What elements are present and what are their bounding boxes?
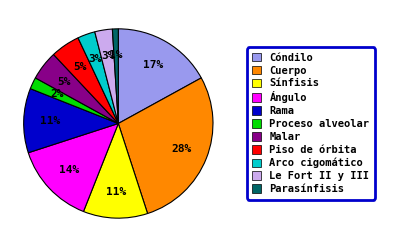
- Text: 14%: 14%: [58, 165, 79, 175]
- Wedge shape: [53, 38, 118, 123]
- Wedge shape: [95, 29, 118, 124]
- Wedge shape: [30, 78, 118, 124]
- Wedge shape: [28, 124, 118, 211]
- Wedge shape: [78, 32, 118, 124]
- Text: 11%: 11%: [106, 187, 126, 197]
- Wedge shape: [35, 55, 118, 124]
- Text: 28%: 28%: [171, 144, 192, 154]
- Wedge shape: [118, 78, 213, 213]
- Text: 3%: 3%: [89, 54, 102, 64]
- Wedge shape: [112, 29, 118, 124]
- Text: 5%: 5%: [73, 62, 87, 72]
- Wedge shape: [118, 29, 201, 124]
- Text: 5%: 5%: [58, 77, 71, 87]
- Text: 17%: 17%: [143, 60, 163, 70]
- Wedge shape: [84, 124, 148, 218]
- Text: 11%: 11%: [40, 116, 60, 126]
- Text: 2%: 2%: [50, 89, 63, 100]
- Legend: Cóndilo, Cuerpo, Sínfisis, Ángulo, Rama, Proceso alveolar, Malar, Piso de órbita: Cóndilo, Cuerpo, Sínfisis, Ángulo, Rama,…: [246, 47, 375, 200]
- Wedge shape: [24, 89, 118, 153]
- Text: 3%: 3%: [101, 51, 114, 61]
- Text: 1%: 1%: [109, 50, 123, 60]
